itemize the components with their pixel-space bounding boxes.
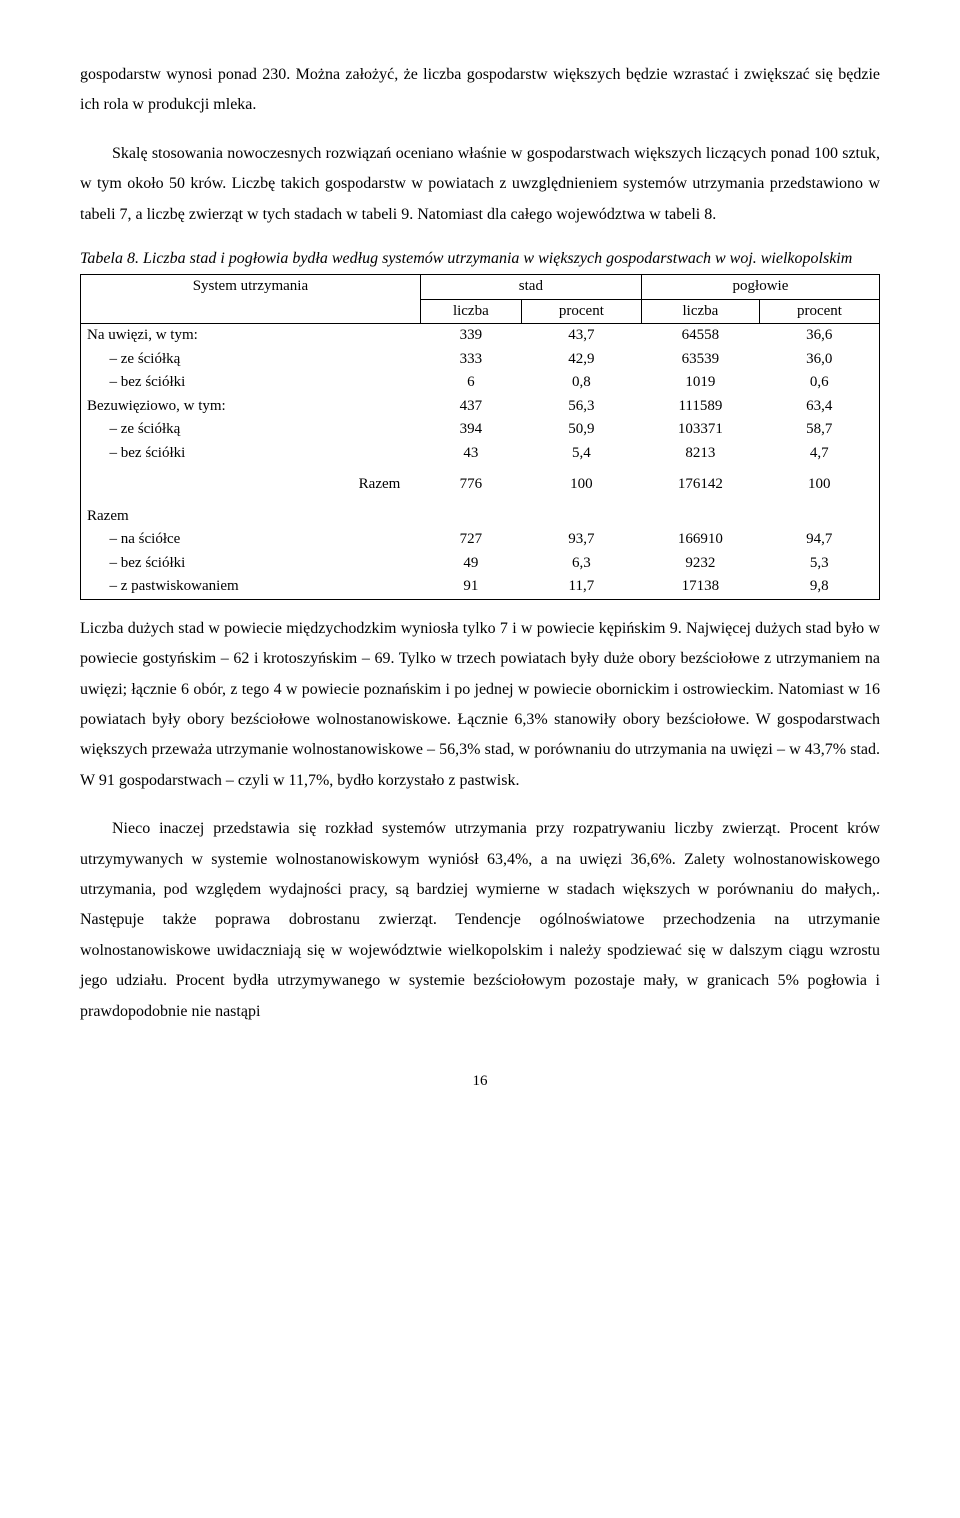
cell: 6,3	[521, 552, 641, 576]
cell: 9,8	[759, 575, 879, 599]
cell: 5,3	[759, 552, 879, 576]
col-pog-procent: procent	[759, 299, 879, 324]
cell: 111589	[641, 395, 759, 419]
cell: 9232	[641, 552, 759, 576]
cell: 103371	[641, 418, 759, 442]
table-row: Bezuwięziowo, w tym: 437 56,3 111589 63,…	[81, 395, 880, 419]
cell: 727	[420, 528, 521, 552]
row-label: Razem	[81, 505, 421, 529]
row-label: ze ściółką	[87, 421, 180, 437]
table-row: bez ściółki 6 0,8 1019 0,6	[81, 371, 880, 395]
col-stad-liczba: liczba	[420, 299, 521, 324]
col-group-poglowie: pogłowie	[641, 275, 879, 300]
cell: 50,9	[521, 418, 641, 442]
cell: 0,6	[759, 371, 879, 395]
row-label: bez ściółki	[87, 445, 185, 461]
table-row: bez ściółki 49 6,3 9232 5,3	[81, 552, 880, 576]
cell: 43	[420, 442, 521, 466]
paragraph-1: gospodarstw wynosi ponad 230. Można zało…	[80, 60, 880, 121]
table-row: bez ściółki 43 5,4 8213 4,7	[81, 442, 880, 466]
cell: 42,9	[521, 348, 641, 372]
cell: 36,6	[759, 324, 879, 348]
cell: 166910	[641, 528, 759, 552]
table-row: Razem	[81, 505, 880, 529]
cell	[641, 505, 759, 529]
cell: 776	[420, 465, 521, 505]
row-label: Bezuwięziowo, w tym:	[81, 395, 421, 419]
row-label: z pastwiskowaniem	[87, 578, 239, 594]
row-label: ze ściółką	[87, 351, 180, 367]
table-row: na ściółce 727 93,7 166910 94,7	[81, 528, 880, 552]
cell: 437	[420, 395, 521, 419]
table-row: z pastwiskowaniem 91 11,7 17138 9,8	[81, 575, 880, 599]
cell: 5,4	[521, 442, 641, 466]
cell: 11,7	[521, 575, 641, 599]
cell: 93,7	[521, 528, 641, 552]
table-header-row: System utrzymania stad pogłowie	[81, 275, 880, 300]
cell: 1019	[641, 371, 759, 395]
cell: 58,7	[759, 418, 879, 442]
cell: 0,8	[521, 371, 641, 395]
cell: 339	[420, 324, 521, 348]
table-row-razem: Razem 776 100 176142 100	[81, 465, 880, 505]
cell: 49	[420, 552, 521, 576]
cell: 100	[521, 465, 641, 505]
cell: 63539	[641, 348, 759, 372]
cell	[759, 505, 879, 529]
cell: 43,7	[521, 324, 641, 348]
row-label: na ściółce	[87, 531, 180, 547]
table-row: ze ściółką 394 50,9 103371 58,7	[81, 418, 880, 442]
cell: 17138	[641, 575, 759, 599]
cell: 94,7	[759, 528, 879, 552]
col-pog-liczba: liczba	[641, 299, 759, 324]
row-label: bez ściółki	[87, 555, 185, 571]
table-row: ze ściółką 333 42,9 63539 36,0	[81, 348, 880, 372]
cell: 63,4	[759, 395, 879, 419]
cell: 333	[420, 348, 521, 372]
row-label: bez ściółki	[87, 374, 185, 390]
cell: 64558	[641, 324, 759, 348]
cell: 4,7	[759, 442, 879, 466]
paragraph-2: Skalę stosowania nowoczesnych rozwiązań …	[80, 139, 880, 230]
paragraph-4: Nieco inaczej przedstawia się rozkład sy…	[80, 814, 880, 1027]
cell: 6	[420, 371, 521, 395]
cell: 36,0	[759, 348, 879, 372]
col-system: System utrzymania	[81, 275, 421, 324]
cell: 56,3	[521, 395, 641, 419]
row-label: Razem	[81, 465, 421, 505]
cell: 394	[420, 418, 521, 442]
cell: 176142	[641, 465, 759, 505]
cell: 100	[759, 465, 879, 505]
cell	[420, 505, 521, 529]
cell	[521, 505, 641, 529]
paragraph-3: Liczba dużych stad w powiecie międzychod…	[80, 614, 880, 796]
row-label: Na uwięzi, w tym:	[81, 324, 421, 348]
table-caption: Tabela 8. Liczba stad i pogłowia bydła w…	[80, 248, 880, 270]
page-number: 16	[80, 1067, 880, 1096]
col-stad-procent: procent	[521, 299, 641, 324]
table-row: Na uwięzi, w tym: 339 43,7 64558 36,6	[81, 324, 880, 348]
col-group-stad: stad	[420, 275, 641, 300]
cell: 8213	[641, 442, 759, 466]
data-table: System utrzymania stad pogłowie liczba p…	[80, 274, 880, 600]
cell: 91	[420, 575, 521, 599]
